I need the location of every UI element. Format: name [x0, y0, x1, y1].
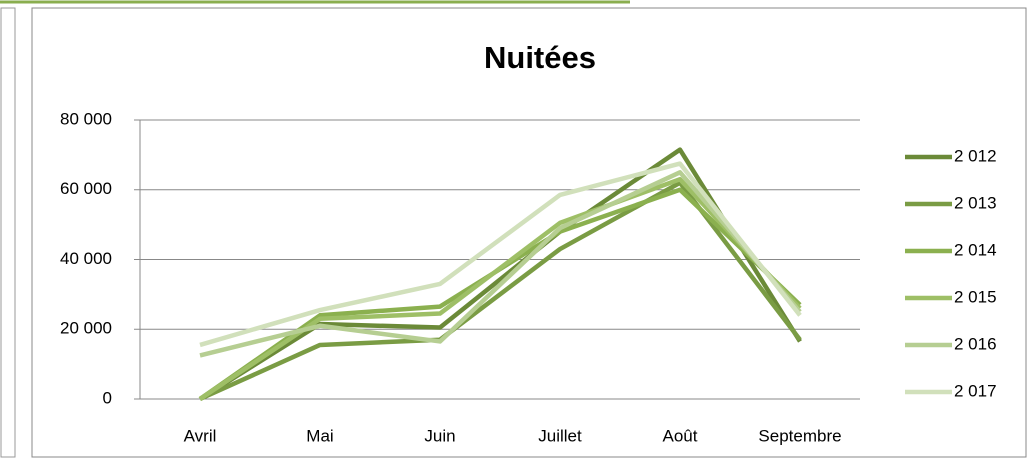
series-line: [199, 161, 802, 348]
x-tick-label: Juin: [424, 426, 455, 445]
chart-border: [31, 7, 1027, 458]
legend-label: 2 012: [954, 146, 997, 165]
y-tick-label: 20 000: [60, 319, 112, 338]
series-line: [198, 147, 802, 401]
x-tick-label: Avril: [184, 426, 217, 445]
series-line: [199, 170, 802, 358]
y-tick-label: 0: [103, 388, 112, 407]
chart-title: Nuitées: [484, 40, 596, 75]
side-panel: [0, 7, 16, 458]
legend-label: 2 014: [954, 240, 997, 259]
y-tick-label: 80 000: [60, 109, 112, 128]
x-tick-label: Août: [663, 426, 698, 445]
x-tick-label: Juillet: [538, 426, 582, 445]
legend-label: 2 016: [954, 334, 997, 353]
series-line: [199, 180, 802, 402]
y-tick-label: 60 000: [60, 179, 112, 198]
legend-label: 2 017: [954, 381, 997, 400]
legend-label: 2 013: [954, 193, 997, 212]
y-tick-label: 40 000: [60, 249, 112, 268]
x-tick-label: Septembre: [758, 426, 841, 445]
series-line: [198, 177, 802, 401]
legend-label: 2 015: [954, 287, 997, 306]
x-tick-label: Mai: [306, 426, 333, 445]
